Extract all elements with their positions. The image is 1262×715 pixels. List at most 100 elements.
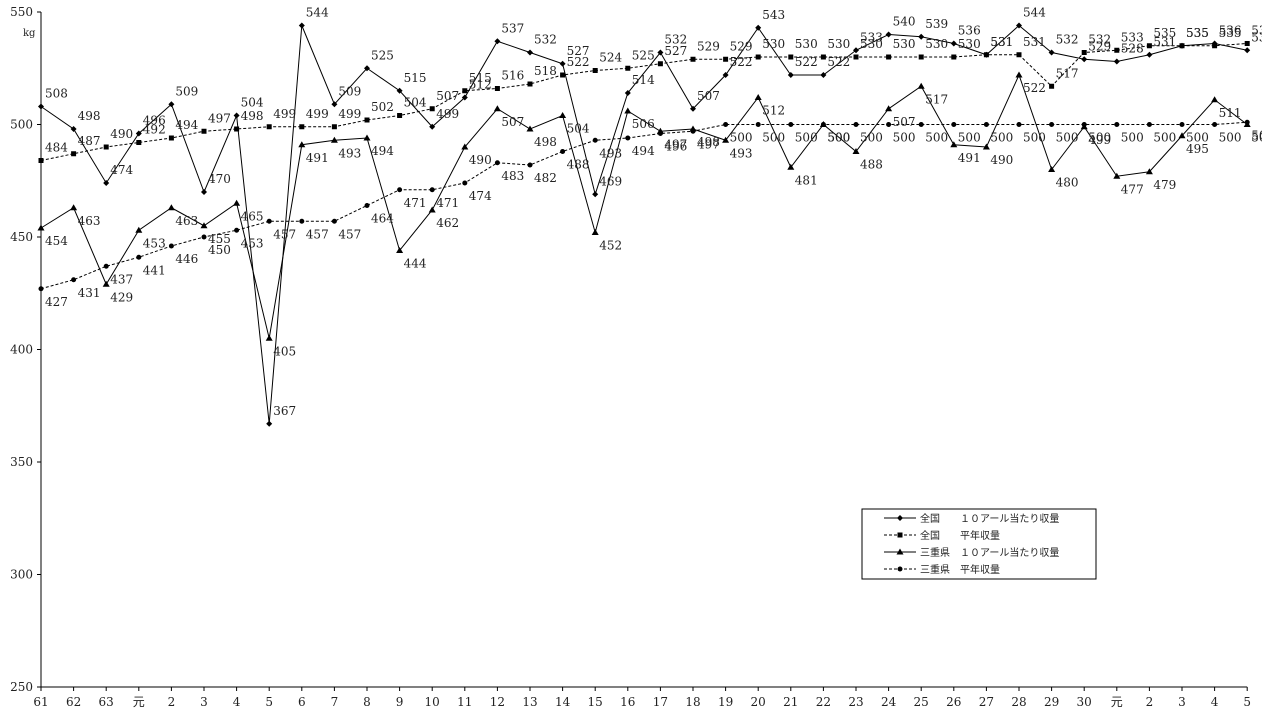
data-label: 530 — [762, 37, 785, 51]
data-label: 506 — [632, 117, 655, 131]
y-tick-label: 500 — [10, 118, 33, 132]
data-label: 470 — [208, 172, 231, 186]
data-label: 509 — [338, 84, 361, 98]
data-point — [331, 124, 337, 130]
data-label: 530 — [925, 37, 948, 51]
x-tick-label: 27 — [979, 695, 994, 709]
data-label: 490 — [990, 153, 1013, 167]
data-point — [592, 68, 598, 73]
data-point — [167, 204, 175, 211]
data-point — [951, 122, 957, 127]
data-point — [234, 126, 240, 132]
data-point — [461, 94, 468, 101]
data-label: 498 — [78, 109, 101, 123]
x-tick-label: 5 — [265, 695, 273, 709]
data-point — [462, 180, 468, 186]
data-label: 500 — [730, 131, 753, 145]
data-label: 527 — [664, 44, 687, 58]
data-label: 532 — [664, 33, 687, 47]
data-label: 522 — [567, 55, 590, 69]
data-label: 531 — [990, 35, 1013, 49]
data-label: 533 — [1121, 30, 1144, 44]
data-label: 525 — [632, 48, 655, 62]
data-label: 499 — [273, 107, 296, 121]
data-label: 482 — [534, 171, 557, 185]
data-point — [397, 187, 403, 193]
data-label: 529 — [730, 39, 753, 53]
data-label: 535 — [1186, 26, 1209, 40]
data-label: 453 — [241, 236, 264, 250]
x-tick-label: 23 — [848, 695, 863, 709]
data-point — [201, 234, 207, 240]
data-point — [168, 101, 175, 108]
data-point — [983, 52, 989, 58]
data-label: 471 — [404, 196, 427, 210]
data-point — [429, 187, 435, 193]
data-point — [852, 148, 860, 154]
data-label: 531 — [1023, 35, 1046, 49]
series-line — [40, 43, 1248, 161]
data-label: 504 — [404, 96, 427, 110]
data-label: 491 — [306, 151, 329, 165]
data-label: 530 — [795, 37, 818, 51]
data-point — [722, 72, 729, 78]
data-point — [200, 222, 208, 229]
data-label: 533 — [860, 30, 883, 44]
data-point — [331, 101, 338, 108]
data-label: 498 — [241, 109, 264, 123]
data-label: 481 — [795, 173, 818, 187]
data-label: 494 — [371, 144, 394, 158]
data-label: 532 — [1056, 33, 1079, 47]
data-label: 450 — [208, 243, 231, 257]
data-point — [364, 203, 370, 208]
data-label: 507 — [697, 89, 720, 103]
data-point — [625, 65, 631, 71]
series-3 — [37, 71, 1251, 341]
data-point — [690, 128, 696, 134]
data-label: 500 — [958, 131, 981, 145]
data-point — [918, 54, 924, 60]
data-point — [1244, 119, 1250, 125]
data-label: 429 — [110, 290, 133, 304]
data-point — [755, 24, 762, 31]
data-label: 471 — [436, 196, 459, 210]
data-label: 499 — [306, 107, 329, 121]
data-point — [1048, 166, 1056, 172]
data-point — [657, 49, 664, 56]
data-point — [363, 134, 371, 141]
data-label: 500 — [827, 131, 850, 145]
data-label: 492 — [143, 123, 166, 137]
data-point — [1081, 50, 1087, 55]
data-label: 457 — [338, 227, 361, 241]
data-label: 491 — [958, 151, 981, 165]
x-tick-label: 19 — [718, 695, 733, 709]
legend-label: 全国 平年収量 — [920, 529, 1000, 542]
x-tick-label: 2 — [1146, 695, 1154, 709]
data-label: 494 — [175, 118, 198, 132]
data-label: 444 — [404, 257, 427, 271]
x-tick-label: 62 — [66, 695, 81, 709]
data-point — [592, 191, 599, 198]
data-label: 529 — [1088, 39, 1111, 53]
data-label: 529 — [697, 39, 720, 53]
x-tick-label: 30 — [1077, 695, 1092, 709]
data-point — [71, 151, 77, 157]
data-point — [982, 143, 990, 150]
data-point — [1113, 58, 1120, 65]
data-label: 500 — [762, 131, 785, 145]
data-label: 504 — [567, 122, 590, 136]
data-point — [885, 105, 893, 112]
data-point — [494, 160, 500, 166]
data-point — [168, 243, 174, 249]
data-point — [657, 61, 663, 67]
data-point — [853, 54, 859, 60]
data-point — [527, 81, 533, 87]
data-label: 500 — [1056, 131, 1079, 145]
data-label: 530 — [827, 37, 850, 51]
data-label: 490 — [110, 127, 133, 141]
series-line — [40, 24, 1248, 424]
data-point — [396, 247, 404, 253]
data-label: 499 — [1088, 133, 1111, 147]
data-label: 480 — [1056, 176, 1079, 190]
